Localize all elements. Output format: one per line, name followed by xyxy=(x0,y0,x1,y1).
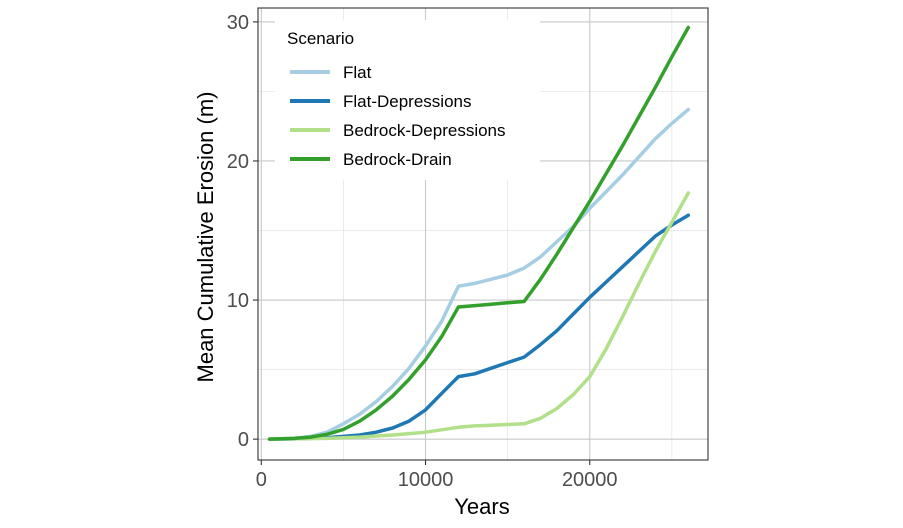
y-tick-label: 0 xyxy=(238,429,249,451)
series-line-1 xyxy=(267,213,691,441)
x-tick-label: 20000 xyxy=(562,469,618,491)
series-line-3 xyxy=(267,25,691,441)
y-tick-label: 20 xyxy=(227,151,249,173)
legend-label-0: Flat xyxy=(343,63,372,82)
x-tick-label: 10000 xyxy=(398,469,454,491)
x-axis-title: Years xyxy=(454,494,509,519)
y-axis-ticks: 0 10 20 30 xyxy=(227,12,258,451)
legend-label-3: Bedrock-Drain xyxy=(343,150,452,169)
series-line-2 xyxy=(267,191,691,441)
x-tick-label: 0 xyxy=(256,469,267,491)
y-tick-label: 10 xyxy=(227,290,249,312)
legend-label-2: Bedrock-Depressions xyxy=(343,121,506,140)
legend: Scenario Flat Flat-Depressions Bedrock-Dep… xyxy=(275,20,540,180)
x-axis-ticks: 0 10000 20000 xyxy=(256,460,618,491)
y-tick-label: 30 xyxy=(227,12,249,34)
series-layer xyxy=(267,25,691,441)
legend-title: Scenario xyxy=(287,29,354,48)
y-axis-title: Mean Cumulative Erosion (m) xyxy=(193,92,218,383)
series-line-0 xyxy=(267,107,691,441)
plot-panel-border xyxy=(257,7,709,461)
legend-label-1: Flat-Depressions xyxy=(343,92,472,111)
